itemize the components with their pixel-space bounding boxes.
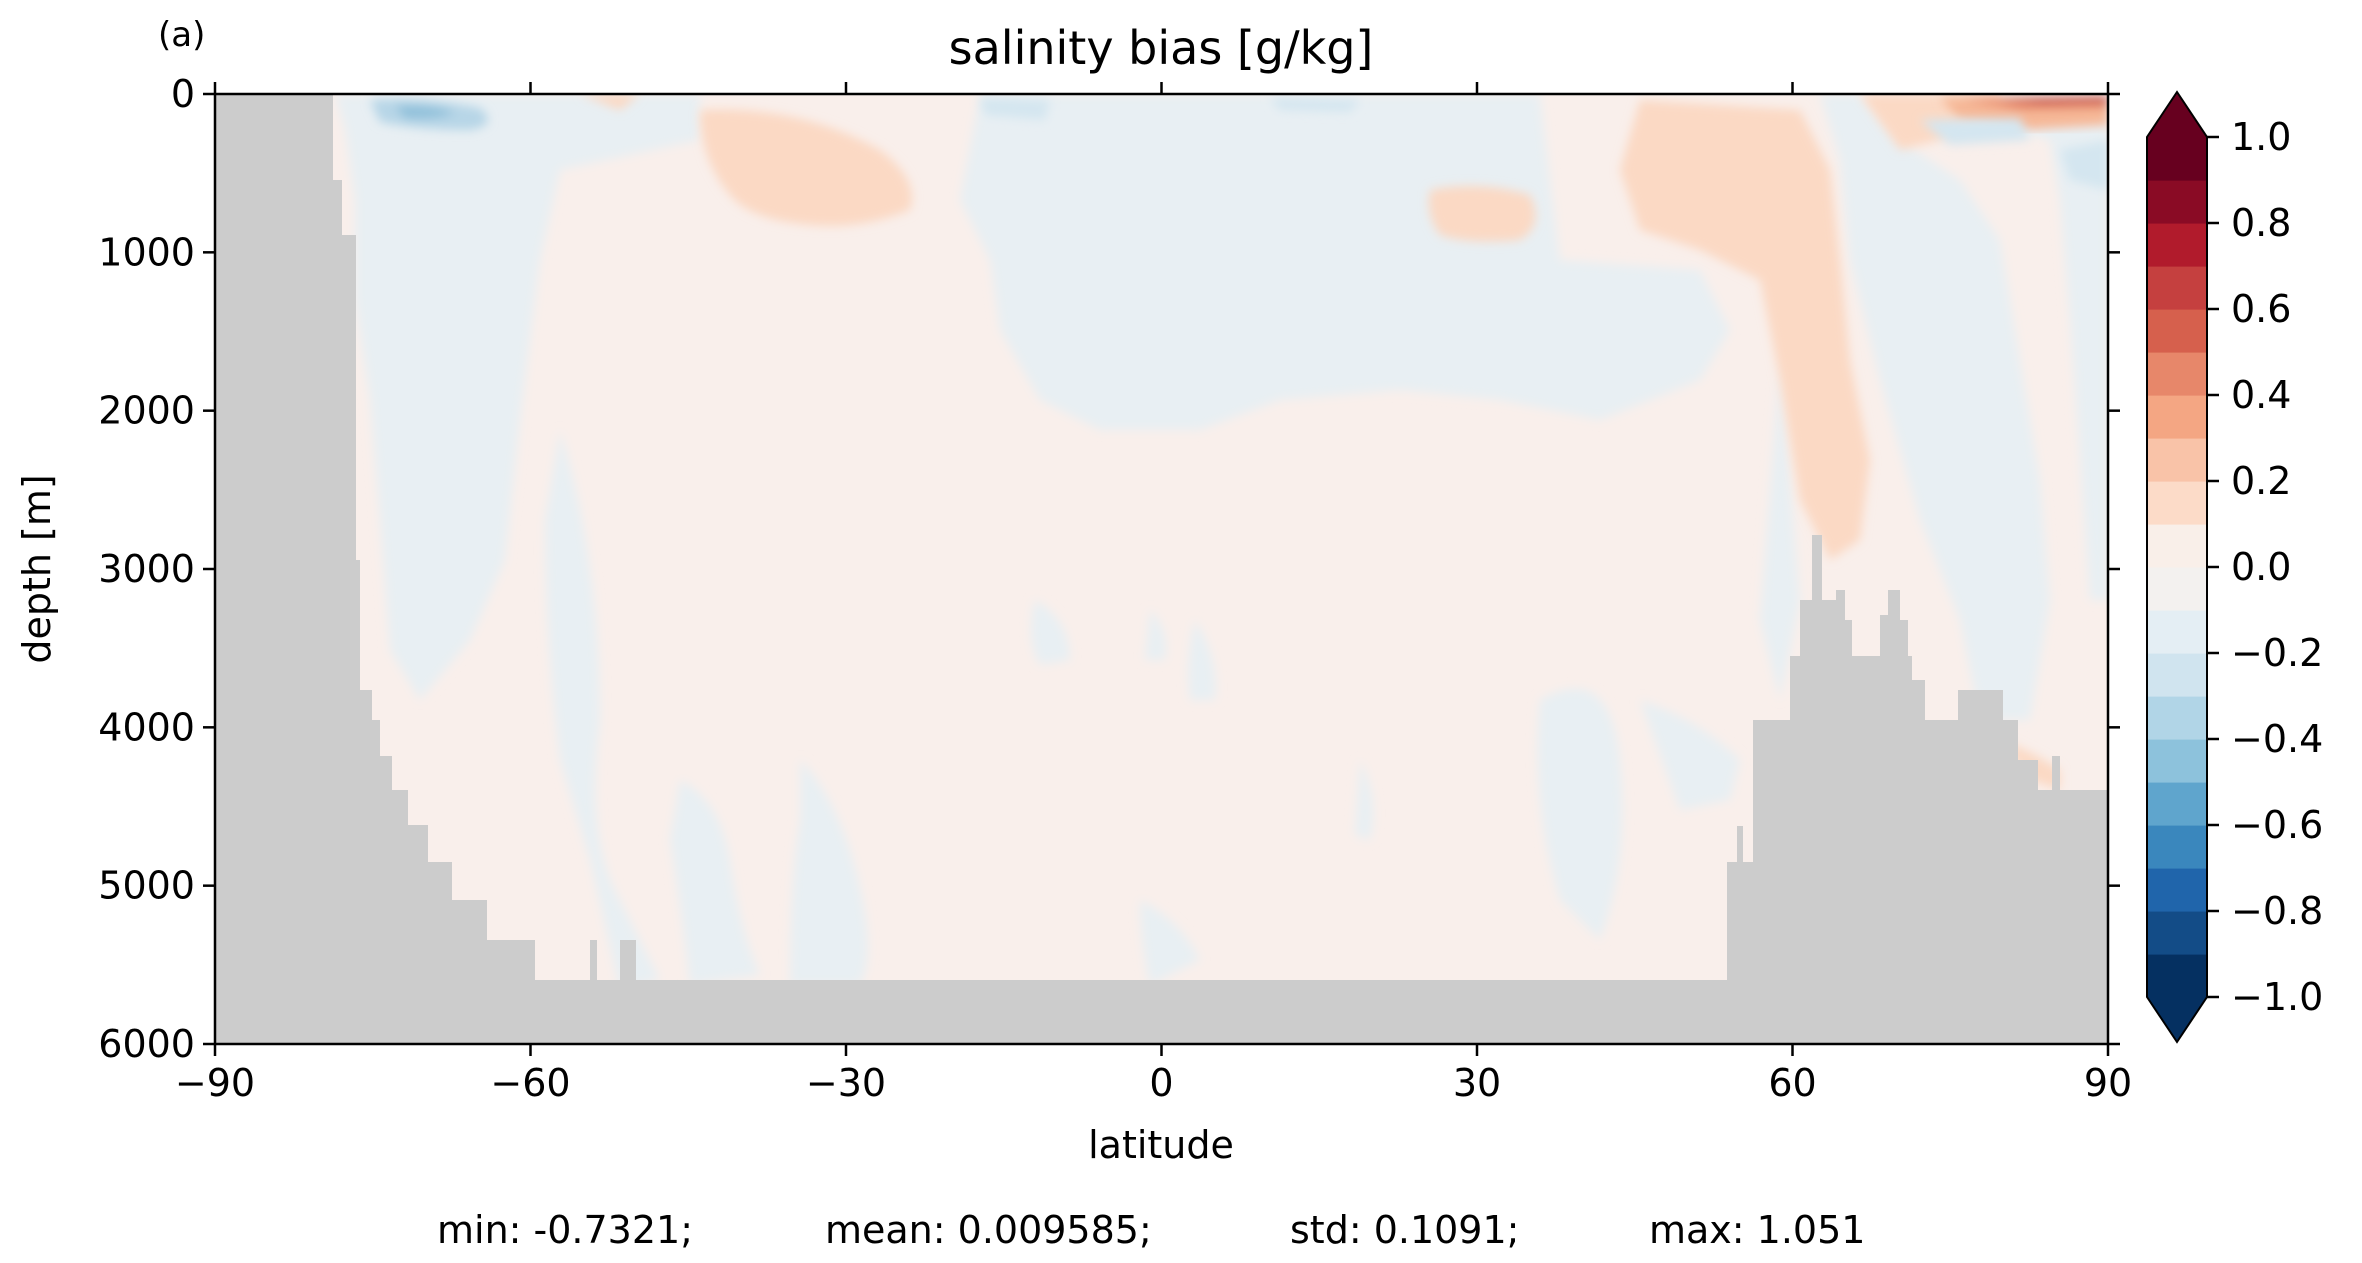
colorbar-segment bbox=[2147, 180, 2207, 224]
x-axis-label: latitude bbox=[1088, 1123, 1234, 1167]
colorbar-segment bbox=[2147, 137, 2207, 181]
y-tick-label: 3000 bbox=[98, 547, 195, 591]
colorbar-segment bbox=[2147, 954, 2207, 998]
colorbar-tick-label: 0.6 bbox=[2231, 287, 2291, 331]
colorbar-segment bbox=[2147, 223, 2207, 267]
x-tick-label: 60 bbox=[1768, 1061, 1816, 1105]
colorbar-tick-label: −0.2 bbox=[2231, 631, 2323, 675]
stat-min: min: -0.7321; bbox=[437, 1208, 693, 1252]
colorbar-segment bbox=[2147, 567, 2207, 611]
x-tick-label: −60 bbox=[490, 1061, 570, 1105]
colorbar-segment bbox=[2147, 696, 2207, 740]
x-axis: −90 −60 −30 0 30 60 90 bbox=[175, 82, 2132, 1105]
colorbar-segment bbox=[2147, 395, 2207, 439]
colorbar-segment bbox=[2147, 481, 2207, 525]
colorbar-segment bbox=[2147, 309, 2207, 353]
colorbar-extend-min bbox=[2147, 997, 2207, 1042]
colorbar-segment bbox=[2147, 266, 2207, 310]
land-mask bbox=[215, 94, 2108, 1044]
colorbar-tick-label: 0.0 bbox=[2231, 545, 2291, 589]
negative-bias-patches bbox=[335, 94, 2108, 990]
y-tick-label: 2000 bbox=[98, 389, 195, 433]
colorbar-segment bbox=[2147, 352, 2207, 396]
y-tick-label: 6000 bbox=[98, 1022, 195, 1066]
colorbar: 1.0 0.8 0.6 0.4 0.2 0.0 −0.2 −0.4 −0.6 −0.8 −1.0 bbox=[2146, 90, 2323, 1044]
colorbar-segment bbox=[2147, 868, 2207, 912]
positive-bias-patches bbox=[580, 94, 2060, 790]
stat-max: max: 1.051 bbox=[1649, 1208, 1865, 1252]
y-tick-label: 0 bbox=[171, 72, 195, 116]
plot-area bbox=[213, 92, 2110, 1046]
colorbar-segment bbox=[2147, 524, 2207, 568]
y-axis: 0 1000 2000 3000 4000 5000 6000 bbox=[98, 72, 2120, 1066]
colorbar-segment bbox=[2147, 911, 2207, 955]
chart-title: salinity bias [g/kg] bbox=[949, 21, 1374, 75]
colorbar-segment bbox=[2147, 653, 2207, 697]
stat-std: std: 0.1091; bbox=[1290, 1208, 1519, 1252]
colorbar-tick-label: −0.4 bbox=[2231, 717, 2323, 761]
colorbar-extend-max bbox=[2147, 92, 2207, 137]
y-tick-label: 1000 bbox=[98, 230, 195, 274]
colorbar-segment bbox=[2147, 782, 2207, 826]
colorbar-tick-label: −0.8 bbox=[2231, 889, 2323, 933]
colorbar-tick-label: −1.0 bbox=[2231, 975, 2323, 1019]
x-tick-label: 0 bbox=[1149, 1061, 1173, 1105]
strong-negative-bias-surface bbox=[370, 98, 2108, 190]
colorbar-tick-label: −0.6 bbox=[2231, 803, 2323, 847]
panel-label: (a) bbox=[158, 15, 205, 55]
colorbar-segment bbox=[2147, 825, 2207, 869]
y-tick-label: 4000 bbox=[98, 705, 195, 749]
y-axis-label: depth [m] bbox=[15, 474, 59, 663]
colorbar-tick-label: 0.8 bbox=[2231, 201, 2291, 245]
colorbar-segment bbox=[2147, 610, 2207, 654]
colorbar-tick-label: 0.4 bbox=[2231, 373, 2291, 417]
x-tick-label: −30 bbox=[806, 1061, 886, 1105]
colorbar-segment bbox=[2147, 739, 2207, 783]
stats-line: min: -0.7321; mean: 0.009585; std: 0.109… bbox=[437, 1208, 1865, 1252]
x-tick-label: 90 bbox=[2084, 1061, 2132, 1105]
x-tick-label: 30 bbox=[1453, 1061, 1501, 1105]
x-tick-label: −90 bbox=[175, 1061, 255, 1105]
stat-mean: mean: 0.009585; bbox=[825, 1208, 1152, 1252]
bias-field bbox=[215, 94, 2108, 1044]
colorbar-segment bbox=[2147, 438, 2207, 482]
y-tick-label: 5000 bbox=[98, 864, 195, 908]
colorbar-tick-label: 1.0 bbox=[2231, 115, 2291, 159]
colorbar-tick-label: 0.2 bbox=[2231, 459, 2291, 503]
